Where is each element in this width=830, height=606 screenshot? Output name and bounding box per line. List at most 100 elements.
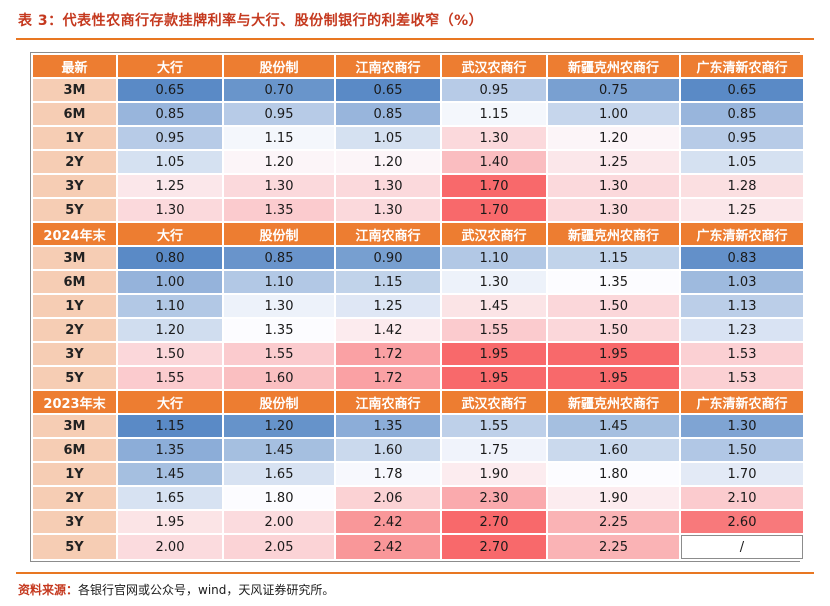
table-row: 5Y 2.00 2.05 2.42 2.70 2.25/ (33, 535, 803, 559)
source-text: 各银行官网或公众号，wind，天风证券研究所。 (78, 583, 335, 597)
table-row: 1Y 0.95 1.15 1.05 1.30 1.20 0.95 (33, 127, 803, 149)
column-header: 股份制 (224, 55, 334, 77)
table-row: 3M 1.15 1.20 1.35 1.55 1.45 1.30 (33, 415, 803, 437)
rate-cell: 2.06 (336, 487, 440, 509)
table-row: 3M 0.80 0.85 0.90 1.10 1.15 0.83 (33, 247, 803, 269)
rate-cell: 1.23 (681, 319, 803, 341)
rate-cell: 1.30 (336, 199, 440, 221)
table-row: 5Y 1.30 1.35 1.30 1.70 1.30 1.25 (33, 199, 803, 221)
rate-cell: 1.25 (548, 151, 679, 173)
bottom-divider (16, 572, 814, 574)
rate-cell: 1.90 (548, 487, 679, 509)
table-row: 1Y 1.45 1.65 1.78 1.90 1.80 1.70 (33, 463, 803, 485)
rate-cell: 1.20 (224, 151, 334, 173)
rate-cell: 1.20 (336, 151, 440, 173)
row-label: 1Y (33, 463, 116, 485)
rate-cell: 1.35 (118, 439, 222, 461)
row-label: 5Y (33, 367, 116, 389)
rate-cell: 0.65 (336, 79, 440, 101)
rate-cell: 1.72 (336, 367, 440, 389)
rate-cell: 1.45 (224, 439, 334, 461)
table-row: 3M 0.65 0.70 0.65 0.95 0.75 0.65 (33, 79, 803, 101)
row-label: 3Y (33, 175, 116, 197)
rate-cell: 1.30 (681, 415, 803, 437)
rate-cell: 1.15 (336, 271, 440, 293)
rate-cell: 1.40 (442, 151, 546, 173)
row-label: 6M (33, 271, 116, 293)
source-label: 资料来源： (18, 583, 79, 597)
rate-cell: 1.72 (336, 343, 440, 365)
column-header: 股份制 (224, 223, 334, 245)
rate-cell: 1.03 (681, 271, 803, 293)
rate-cell: 1.90 (442, 463, 546, 485)
rate-cell: 1.60 (548, 439, 679, 461)
rate-cell: 1.25 (681, 199, 803, 221)
rate-cell: 1.78 (336, 463, 440, 485)
row-label: 1Y (33, 127, 116, 149)
rate-cell: 1.30 (442, 271, 546, 293)
rate-cell: 1.95 (548, 343, 679, 365)
table-row: 6M 0.85 0.95 0.85 1.15 1.00 0.85 (33, 103, 803, 125)
column-header: 武汉农商行 (442, 223, 546, 245)
rate-cell: 1.70 (442, 175, 546, 197)
rate-cell: 1.20 (548, 127, 679, 149)
row-label: 3Y (33, 343, 116, 365)
rate-cell: 1.80 (224, 487, 334, 509)
rate-cell: 1.10 (224, 271, 334, 293)
rate-cell: 1.95 (442, 367, 546, 389)
rate-cell: 2.25 (548, 535, 679, 559)
rate-cell: 1.55 (442, 415, 546, 437)
rate-cell: 2.30 (442, 487, 546, 509)
table-row: 3Y 1.25 1.30 1.30 1.70 1.30 1.28 (33, 175, 803, 197)
table-wrapper: 最新 大行 股份制 江南农商行 武汉农商行 新疆克州农商行 广东清新农商行 3M 0.65 0.7… (30, 52, 805, 562)
column-header: 新疆克州农商行 (548, 391, 679, 413)
column-header: 新疆克州农商行 (548, 55, 679, 77)
rate-cell: 1.35 (224, 199, 334, 221)
rate-cell: 1.35 (548, 271, 679, 293)
table-row: 2Y 1.65 1.80 2.06 2.30 1.90 2.10 (33, 487, 803, 509)
column-header: 江南农商行 (336, 391, 440, 413)
rate-cell: 1.30 (118, 199, 222, 221)
rate-cell: 1.65 (224, 463, 334, 485)
row-label: 5Y (33, 535, 116, 559)
rate-cell: 0.95 (224, 103, 334, 125)
rate-cell: 1.55 (442, 319, 546, 341)
rate-cell: 1.30 (548, 199, 679, 221)
rate-cell: 0.70 (224, 79, 334, 101)
rate-cell: 1.42 (336, 319, 440, 341)
rate-cell: 2.00 (224, 511, 334, 533)
rate-cell: 0.95 (681, 127, 803, 149)
rate-cell: 1.95 (442, 343, 546, 365)
rate-cell: 1.05 (681, 151, 803, 173)
column-header: 大行 (118, 55, 222, 77)
rate-cell: 1.30 (442, 127, 546, 149)
rate-cell: 0.85 (681, 103, 803, 125)
rate-cell: 1.25 (118, 175, 222, 197)
row-label: 6M (33, 439, 116, 461)
section-header-row: 2023年末 大行 股份制 江南农商行 武汉农商行 新疆克州农商行 广东清新农商行 (33, 391, 803, 413)
rate-cell: 1.15 (548, 247, 679, 269)
rate-cell: 1.30 (224, 175, 334, 197)
column-header: 大行 (118, 391, 222, 413)
rate-cell: 1.15 (118, 415, 222, 437)
rate-cell: 1.50 (681, 439, 803, 461)
rate-cell: 1.60 (224, 367, 334, 389)
rate-cell: / (681, 535, 803, 559)
rate-cell: 1.50 (548, 319, 679, 341)
rate-cell: 2.60 (681, 511, 803, 533)
rate-cell: 1.50 (548, 295, 679, 317)
rate-cell: 1.15 (224, 127, 334, 149)
rate-cell: 1.95 (118, 511, 222, 533)
row-label: 2Y (33, 487, 116, 509)
rate-cell: 1.65 (118, 487, 222, 509)
rate-cell: 2.00 (118, 535, 222, 559)
column-header: 广东清新农商行 (681, 223, 803, 245)
rate-cell: 1.20 (118, 319, 222, 341)
row-label: 1Y (33, 295, 116, 317)
rate-cell: 1.30 (336, 175, 440, 197)
rate-cell: 2.05 (224, 535, 334, 559)
rate-cell: 2.25 (548, 511, 679, 533)
rate-cell: 1.35 (336, 415, 440, 437)
rate-cell: 1.30 (548, 175, 679, 197)
